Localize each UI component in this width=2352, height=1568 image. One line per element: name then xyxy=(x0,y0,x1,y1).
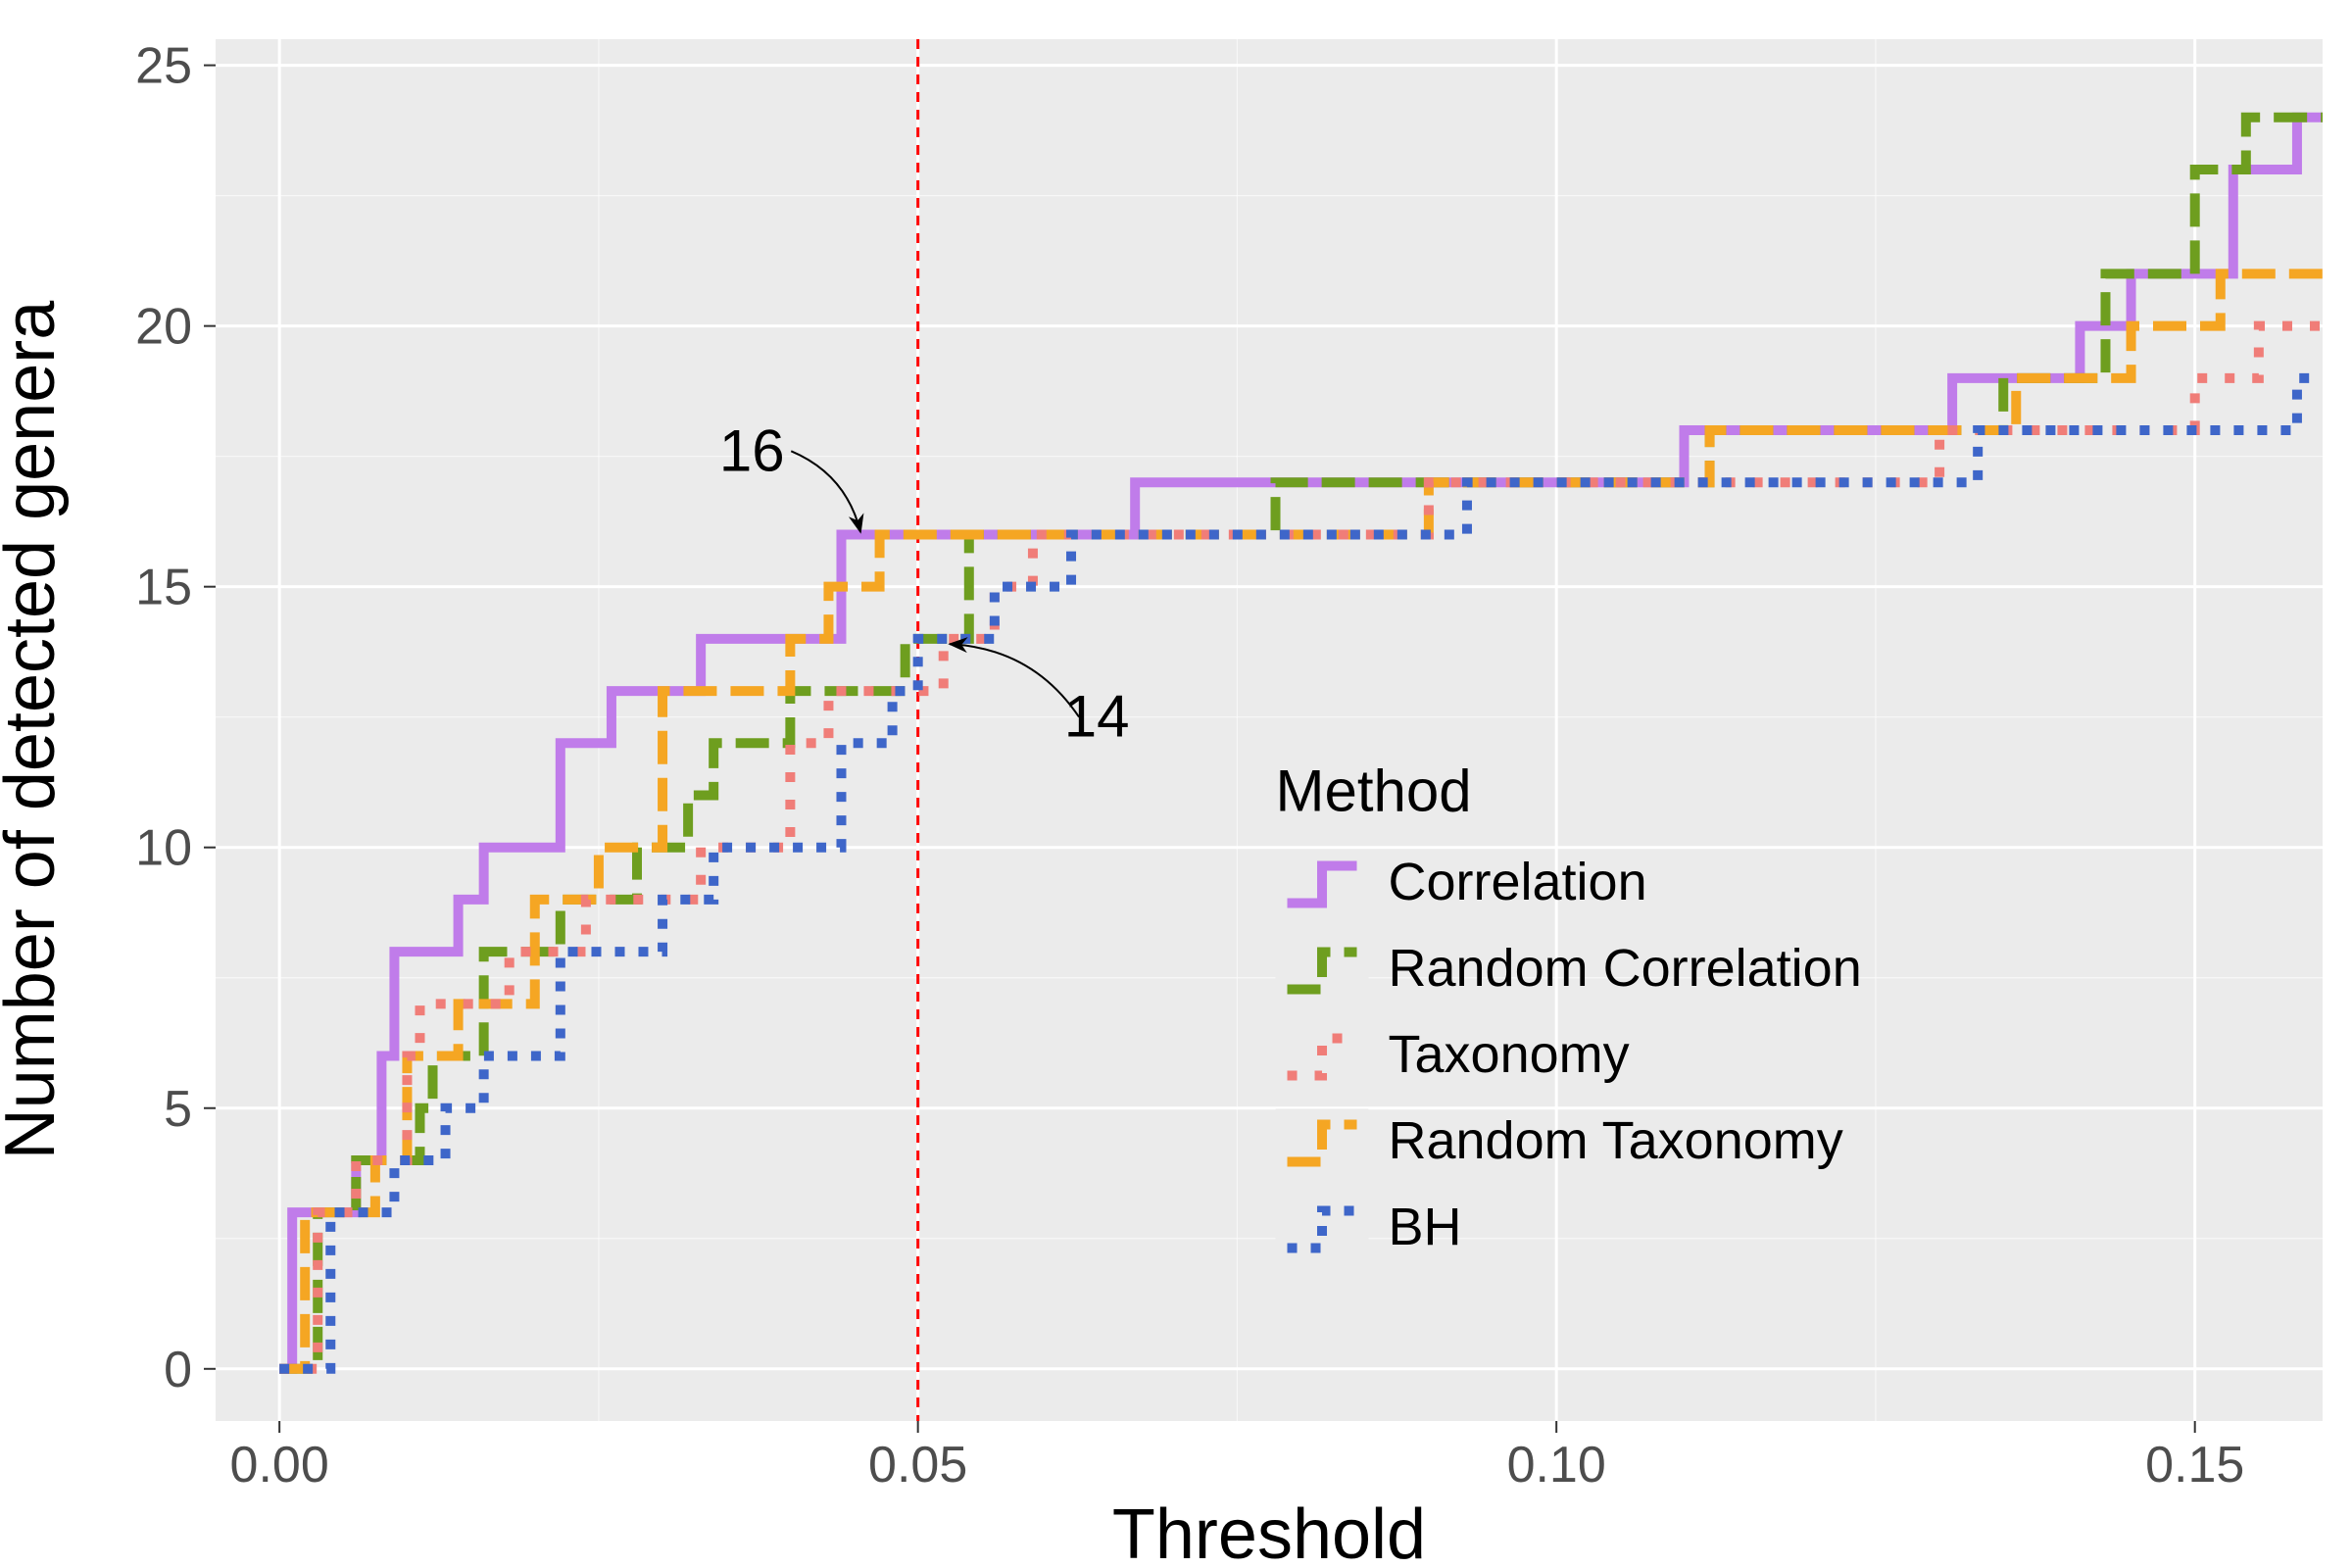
x-tick-label: 0.00 xyxy=(230,1437,329,1494)
y-axis-title: Number of detected genera xyxy=(0,300,70,1160)
legend-key-bg xyxy=(1276,1022,1369,1091)
legend-label: Random Taxonomy xyxy=(1389,1111,1843,1170)
annotation-label: 16 xyxy=(719,417,785,483)
annotation-label: 14 xyxy=(1064,684,1130,750)
x-tick-label: 0.15 xyxy=(2145,1437,2244,1494)
legend-label: Taxonomy xyxy=(1389,1025,1630,1084)
legend-label: Correlation xyxy=(1389,853,1647,911)
y-tick-label: 10 xyxy=(135,820,192,877)
chart-container: 0.00 0.05 0.10 0.15 0 5 10 15 20 25 Threshold Numbe… xyxy=(0,0,2352,1568)
y-tick-label: 5 xyxy=(164,1081,192,1138)
x-tick-label: 0.05 xyxy=(868,1437,967,1494)
step-chart: 0.00 0.05 0.10 0.15 0 5 10 15 20 25 Threshold Numbe… xyxy=(0,0,2352,1568)
y-tick-label: 15 xyxy=(135,560,192,616)
y-tick-label: 25 xyxy=(135,38,192,95)
x-tick-label: 0.10 xyxy=(1507,1437,1606,1494)
y-tick-label: 0 xyxy=(164,1342,192,1398)
y-tick-label: 20 xyxy=(135,299,192,356)
legend-label: Random Correlation xyxy=(1389,939,1862,998)
legend-label: BH xyxy=(1389,1198,1462,1256)
x-axis-title: Threshold xyxy=(1112,1495,1426,1568)
panel-background xyxy=(216,39,2323,1421)
legend-title: Method xyxy=(1276,758,1472,823)
